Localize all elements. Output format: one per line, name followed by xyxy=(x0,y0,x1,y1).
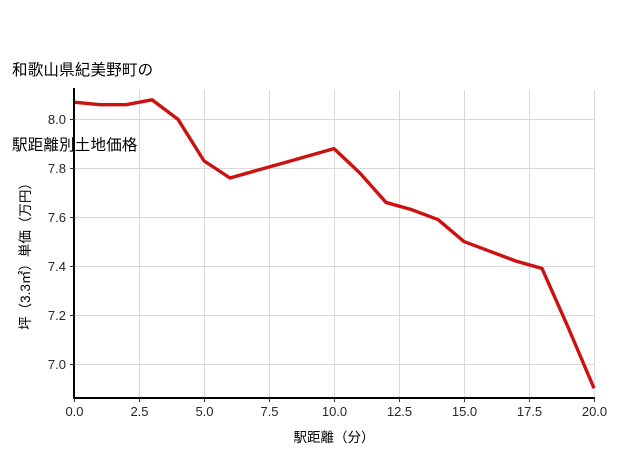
x-tick-label: 2.5 xyxy=(130,404,148,419)
y-tick-label: 7.0 xyxy=(48,357,66,372)
series-lines xyxy=(73,98,596,389)
x-tick-label: 20.0 xyxy=(582,404,607,419)
x-tick-label: 5.0 xyxy=(195,404,213,419)
y-tick-label: 7.6 xyxy=(48,210,66,225)
y-tick-label: 8.0 xyxy=(48,112,66,127)
series-line-0 xyxy=(73,98,596,389)
y-tick-label: 7.8 xyxy=(48,161,66,176)
x-tick-label: 10.0 xyxy=(322,404,347,419)
gridlines xyxy=(74,90,595,398)
chart-title-line-1: 和歌山県紀美野町の xyxy=(12,62,154,79)
x-tick-label: 15.0 xyxy=(452,404,477,419)
x-tick-label: 7.5 xyxy=(260,404,278,419)
y-axis-ticks: 7.0 7.2 7.4 7.6 7.8 8.0 xyxy=(48,112,74,372)
y-tick-label: 7.4 xyxy=(48,259,66,274)
x-tick-label: 17.5 xyxy=(517,404,542,419)
x-axis-title: 駅距離（分） xyxy=(294,430,375,445)
x-axis-ticks: 0.0 2.5 5.0 7.5 10.0 12.5 15.0 17.5 20.0 xyxy=(65,398,607,419)
y-tick-label: 7.2 xyxy=(48,308,66,323)
x-tick-label: 0.0 xyxy=(65,404,83,419)
x-tick-label: 12.5 xyxy=(387,404,412,419)
y-axis-title: 坪（3.3㎡）単価（万円） xyxy=(18,176,33,330)
